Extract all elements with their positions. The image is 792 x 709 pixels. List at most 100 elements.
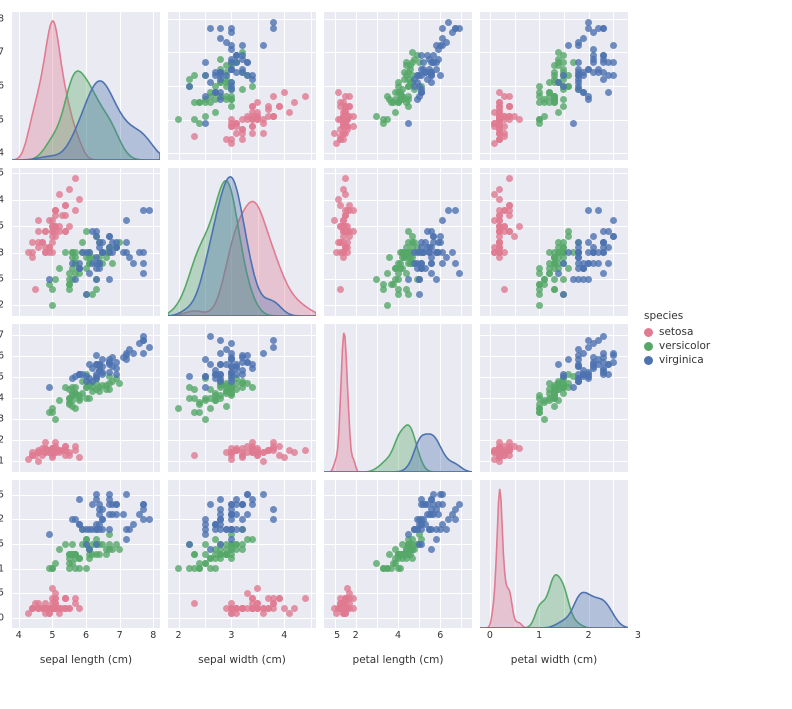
scatter-point bbox=[560, 103, 567, 110]
scatter-point bbox=[575, 59, 582, 66]
scatter-point bbox=[452, 207, 459, 214]
scatter-point bbox=[536, 99, 543, 106]
scatter-point bbox=[452, 25, 459, 32]
scatter-point bbox=[595, 260, 602, 267]
scatter-point bbox=[418, 541, 425, 548]
scatter-point bbox=[260, 42, 267, 49]
scatter-point bbox=[585, 19, 592, 26]
scatter-point bbox=[244, 359, 251, 366]
scatter-point bbox=[420, 516, 427, 523]
scatter-point bbox=[433, 42, 440, 49]
scatter-point bbox=[516, 116, 523, 123]
scatter-point bbox=[418, 249, 425, 256]
x-axis-label: sepal width (cm) bbox=[168, 654, 316, 666]
pairplot-cell bbox=[480, 12, 628, 160]
scatter-point bbox=[449, 249, 456, 256]
scatter-point bbox=[217, 25, 224, 32]
scatter-point bbox=[551, 403, 558, 410]
scatter-point bbox=[350, 595, 357, 602]
scatter-point bbox=[416, 276, 423, 283]
scatter-point bbox=[29, 249, 36, 256]
scatter-point bbox=[585, 96, 592, 103]
pairplot-cell: petal length (cm)1234567 bbox=[12, 324, 160, 472]
kde-panel bbox=[168, 168, 316, 316]
scatter-point bbox=[340, 116, 347, 123]
kde-svg bbox=[324, 324, 472, 472]
scatter-point bbox=[228, 536, 235, 543]
scatter-point bbox=[106, 380, 113, 387]
scatter-point bbox=[233, 361, 240, 368]
scatter-point bbox=[401, 76, 408, 83]
scatter-point bbox=[42, 600, 49, 607]
scatter-point bbox=[254, 585, 261, 592]
scatter-point bbox=[35, 239, 42, 246]
scatter-point bbox=[397, 93, 404, 100]
scatter-point bbox=[56, 546, 63, 553]
x-axis-label: sepal length (cm) bbox=[12, 654, 160, 666]
pairplot-cell bbox=[324, 12, 472, 160]
scatter-point bbox=[244, 116, 251, 123]
scatter-point bbox=[610, 42, 617, 49]
y-tick: 4.5 bbox=[0, 168, 4, 179]
scatter-point bbox=[59, 212, 66, 219]
pairplot-cell: sepal width (cm)22.533.544.5 bbox=[12, 168, 160, 316]
scatter-point bbox=[228, 123, 235, 130]
scatter-point bbox=[202, 59, 209, 66]
scatter-point bbox=[388, 565, 395, 572]
legend: species setosaversicolorvirginica bbox=[644, 310, 710, 368]
scatter-point bbox=[516, 223, 523, 230]
scatter-point bbox=[291, 605, 298, 612]
scatter-point bbox=[79, 526, 86, 533]
scatter-point bbox=[388, 281, 395, 288]
legend-swatch bbox=[644, 328, 653, 337]
scatter-point bbox=[337, 286, 344, 293]
scatter-point bbox=[342, 175, 349, 182]
scatter-point bbox=[217, 496, 224, 503]
scatter-point bbox=[580, 35, 587, 42]
scatter-point bbox=[506, 228, 513, 235]
scatter-point bbox=[439, 25, 446, 32]
x-tick: 0 bbox=[487, 630, 493, 641]
y-tick: 4 bbox=[0, 148, 4, 159]
scatter-point bbox=[409, 59, 416, 66]
scatter-point bbox=[72, 405, 79, 412]
scatter-point bbox=[435, 239, 442, 246]
scatter-point bbox=[83, 565, 90, 572]
legend-label: versicolor bbox=[659, 340, 710, 352]
scatter-point bbox=[239, 501, 246, 508]
scatter-point bbox=[228, 340, 235, 347]
scatter-point bbox=[239, 130, 246, 137]
scatter-point bbox=[600, 249, 607, 256]
scatter-point bbox=[397, 260, 404, 267]
scatter-point bbox=[191, 600, 198, 607]
scatter-point bbox=[83, 291, 90, 298]
scatter-point bbox=[69, 516, 76, 523]
scatter-point bbox=[49, 286, 56, 293]
scatter-point bbox=[228, 516, 235, 523]
scatter-point bbox=[551, 286, 558, 293]
scatter-point bbox=[496, 196, 503, 203]
scatter-point bbox=[496, 136, 503, 143]
scatter-point bbox=[555, 361, 562, 368]
scatter-point bbox=[605, 260, 612, 267]
scatter-point bbox=[342, 212, 349, 219]
scatter-point bbox=[93, 521, 100, 528]
scatter-point bbox=[175, 405, 182, 412]
scatter-point bbox=[52, 560, 59, 567]
scatter-point bbox=[186, 395, 193, 402]
scatter-point bbox=[585, 207, 592, 214]
scatter-point bbox=[140, 270, 147, 277]
scatter-point bbox=[130, 260, 137, 267]
scatter-point bbox=[270, 344, 277, 351]
scatter-point bbox=[46, 384, 53, 391]
scatter-point bbox=[380, 286, 387, 293]
scatter-point bbox=[103, 386, 110, 393]
x-axis-label: petal length (cm) bbox=[324, 654, 472, 666]
scatter-point bbox=[228, 59, 235, 66]
scatter-point bbox=[395, 291, 402, 298]
scatter-point bbox=[610, 233, 617, 240]
scatter-point bbox=[414, 96, 421, 103]
scatter-point bbox=[585, 66, 592, 73]
scatter-point bbox=[212, 109, 219, 116]
pairplot-cell bbox=[480, 168, 628, 316]
